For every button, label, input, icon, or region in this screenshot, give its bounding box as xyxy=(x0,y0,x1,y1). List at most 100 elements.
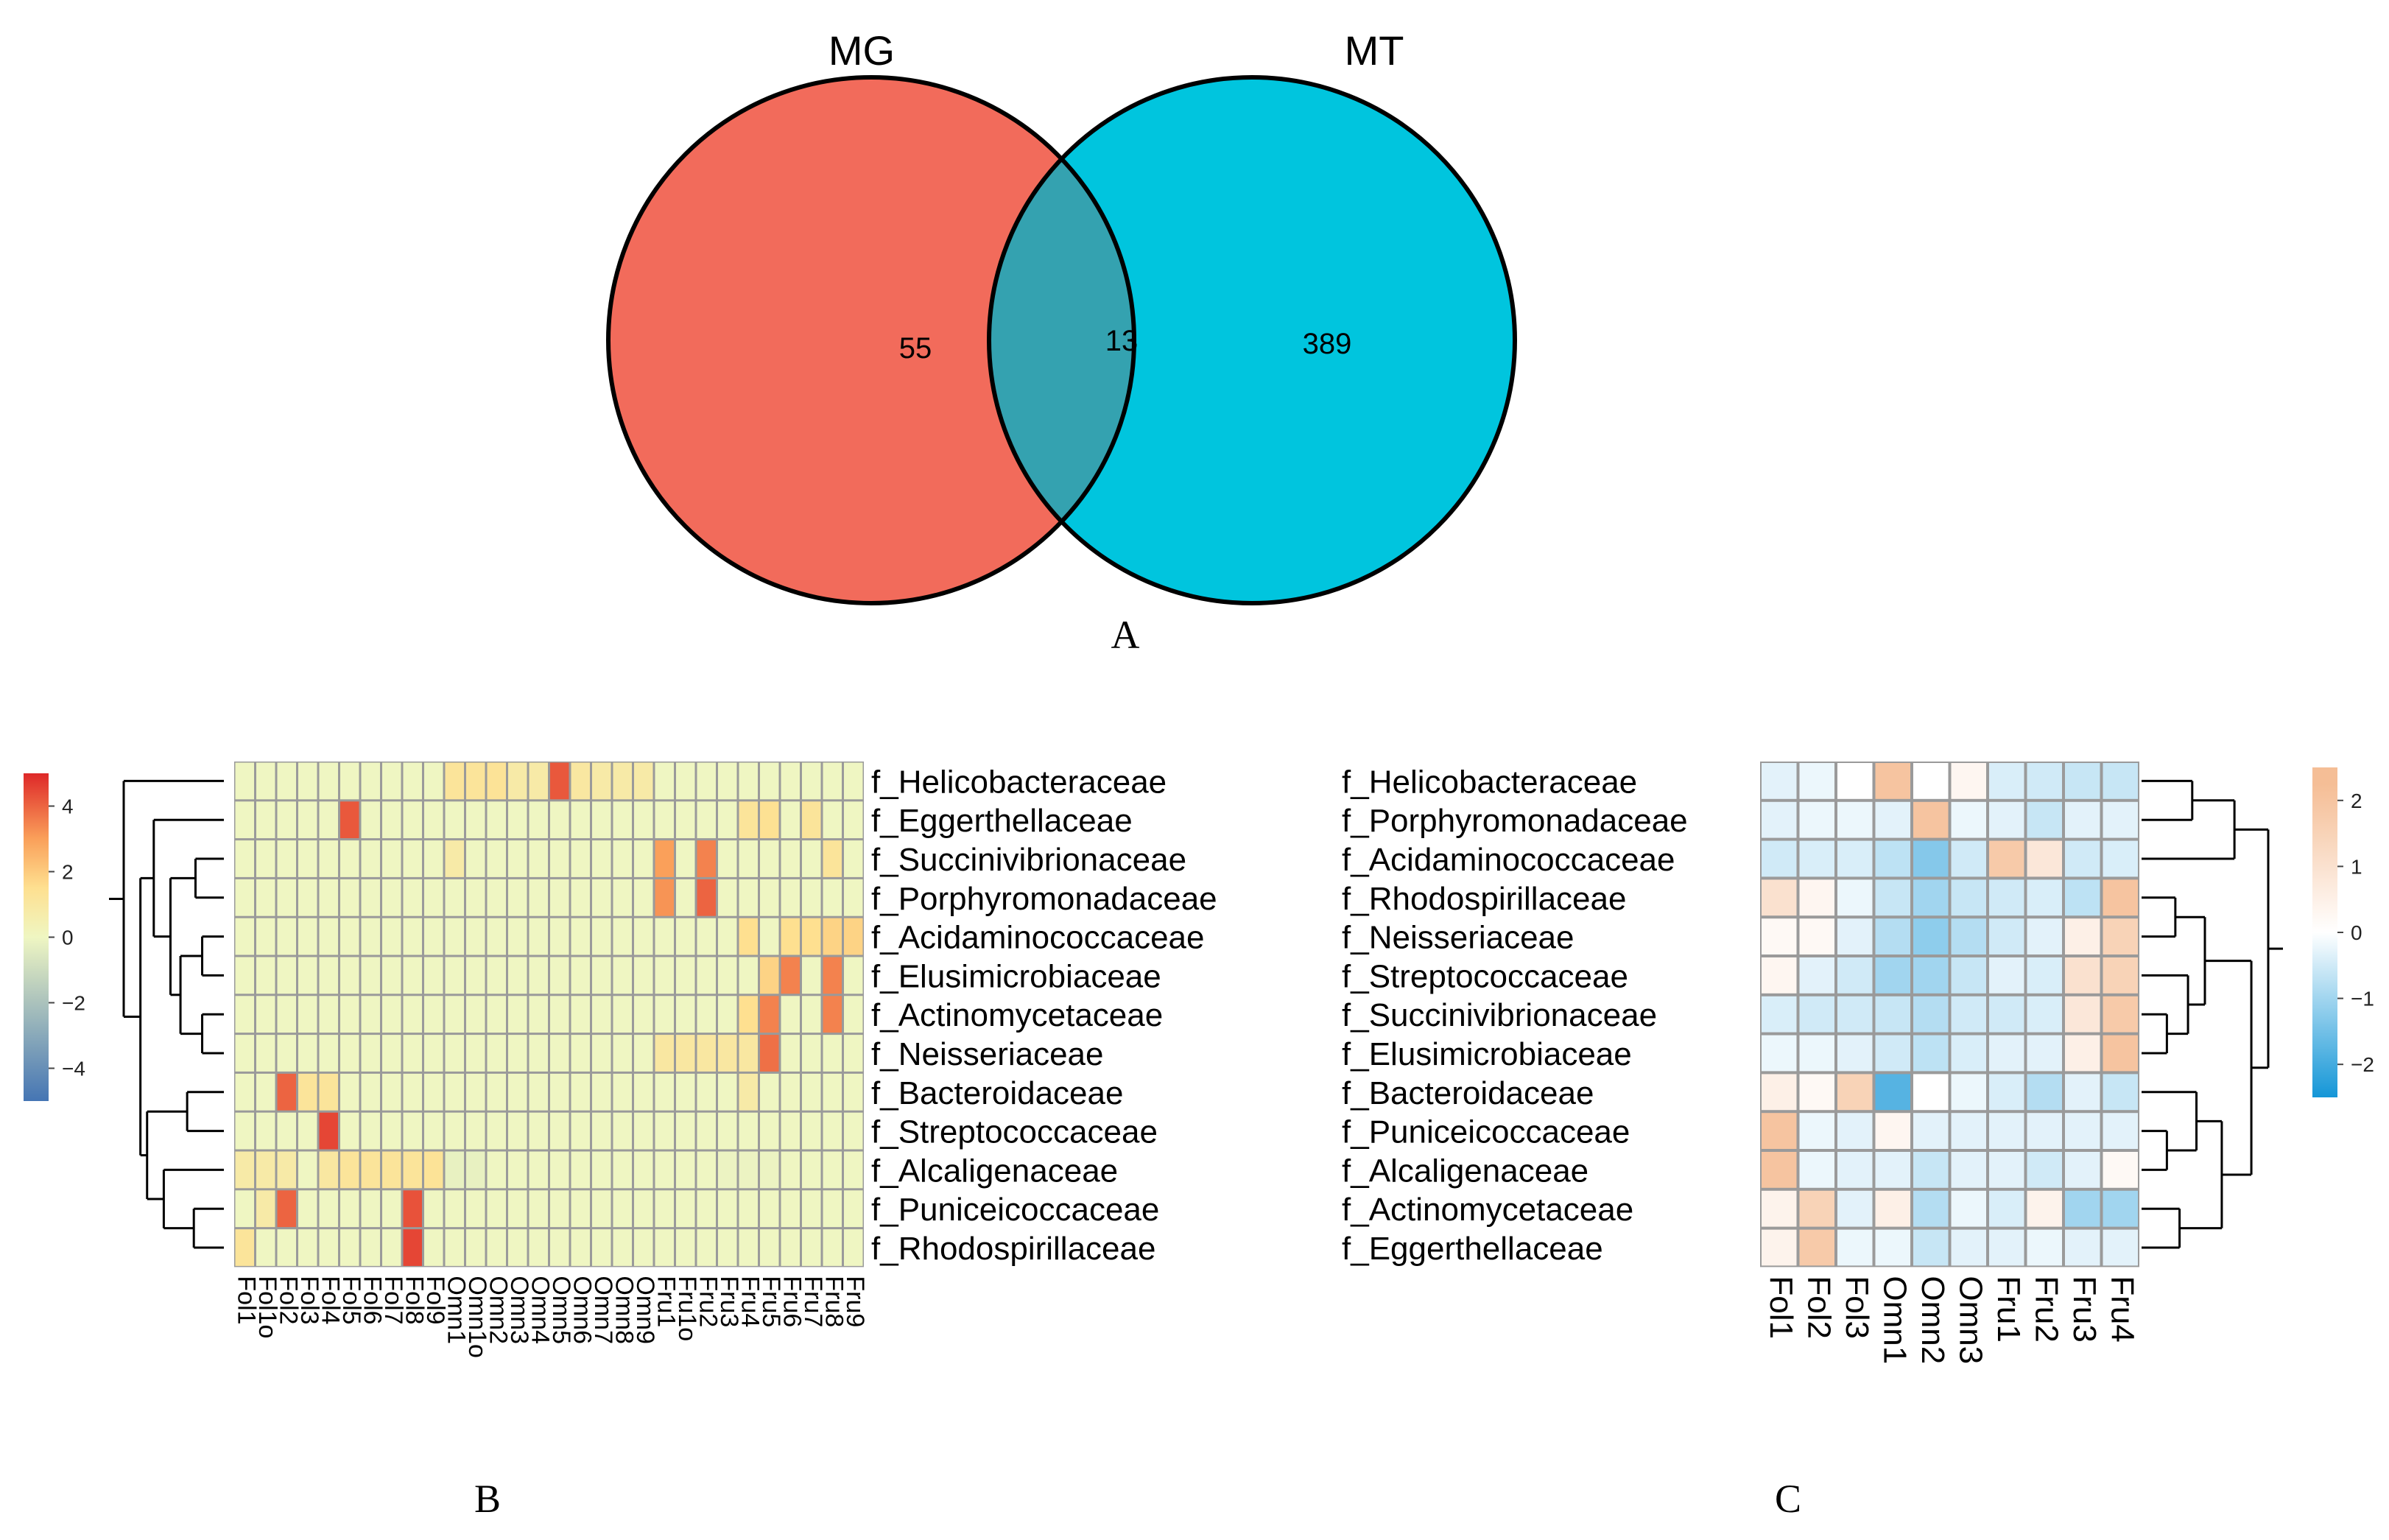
heatmap-b-row-label: f_Puniceicoccaceae xyxy=(871,1192,1159,1228)
heatmap-b-cell xyxy=(676,1112,695,1150)
heatmap-c-cell xyxy=(2103,1035,2138,1072)
heatmap-b-cell xyxy=(487,1073,506,1111)
heatmap-c-cell xyxy=(1951,1035,1986,1072)
heatmap-b-cell xyxy=(424,1151,443,1189)
heatmap-b-row-label: f_Porphyromonadaceae xyxy=(871,881,1217,917)
heatmap-b-cell xyxy=(466,918,485,955)
heatmap-b-cell xyxy=(277,1151,296,1189)
heatmap-b-cell xyxy=(655,1073,674,1111)
heatmap-c-cell xyxy=(2027,801,2062,838)
heatmap-b-cell xyxy=(487,1229,506,1266)
heatmap-c-cell xyxy=(2103,957,2138,994)
heatmap-b-cell xyxy=(550,1190,569,1228)
heatmap-b-cell xyxy=(613,996,632,1033)
heatmap-b-col-label: Fru5 xyxy=(757,1276,785,1327)
heatmap-c-cell xyxy=(2065,840,2100,877)
heatmap-c-cell xyxy=(1799,1190,1834,1227)
heatmap-b-col-label: Omn7 xyxy=(589,1276,617,1344)
heatmap-c-row-label: f_Neisseriaceae xyxy=(1342,920,1575,956)
heatmap-b-cell xyxy=(403,918,422,955)
heatmap-b-row-label: f_Actinomycetaceae xyxy=(871,997,1163,1033)
heatmap-b-cell xyxy=(592,762,611,800)
heatmap-b-cell xyxy=(256,1035,275,1072)
heatmap-b-cell xyxy=(613,801,632,839)
heatmap-c-cell xyxy=(1762,957,1797,994)
heatmap-b-col-label: Fol4 xyxy=(316,1276,344,1324)
heatmap-c-cell xyxy=(2065,957,2100,994)
heatmap-b-cell xyxy=(823,918,842,955)
heatmap-b-cell xyxy=(277,996,296,1033)
heatmap-c-row-label: f_Alcaligenaceae xyxy=(1342,1153,1588,1189)
heatmap-c-cell xyxy=(2103,1152,2138,1188)
heatmap-b-cell xyxy=(361,840,380,877)
heatmap-b-col-label: Fru8 xyxy=(820,1276,848,1327)
heatmap-b-cell xyxy=(319,1190,338,1228)
heatmap-b-cell xyxy=(676,1190,695,1228)
heatmap-b-cell xyxy=(760,1151,779,1189)
heatmap-c-cell xyxy=(1951,1074,1986,1111)
heatmap-b-cell xyxy=(802,762,821,800)
heatmap-b-col-label: Omn5 xyxy=(547,1276,575,1344)
heatmap-b-cell xyxy=(256,996,275,1033)
heatmap-c-cell xyxy=(1837,1152,1873,1188)
heatmap-b-cell xyxy=(508,1190,527,1228)
heatmap-b-cell xyxy=(466,1073,485,1111)
heatmap-b-cell xyxy=(760,879,779,916)
heatmap-b-cell xyxy=(466,801,485,839)
heatmap-c-cell xyxy=(1951,763,1986,799)
heatmap-c-cell xyxy=(1875,840,1910,877)
heatmap-b-cell xyxy=(466,1112,485,1150)
heatmap-b-cell xyxy=(592,840,611,877)
heatmap-b-cell xyxy=(697,879,716,916)
heatmap-c-cell xyxy=(2027,996,2062,1033)
heatmap-c-cell xyxy=(2027,1152,2062,1188)
heatmap-b-cell xyxy=(781,957,800,994)
heatmap-b-cell xyxy=(802,879,821,916)
heatmap-b-cell xyxy=(277,1229,296,1266)
heatmap-b-cell xyxy=(424,1112,443,1150)
heatmap-c-cell xyxy=(1875,1074,1910,1111)
heatmap-b-cell xyxy=(424,1073,443,1111)
heatmap-b-cell xyxy=(445,879,464,916)
heatmap-c-cell xyxy=(1762,996,1797,1033)
heatmap-b-col-label: Fru4 xyxy=(736,1276,764,1327)
heatmap-b-cell xyxy=(382,801,401,839)
heatmap-b-cell xyxy=(466,762,485,800)
heatmap-b-row-label: f_Elusimicrobiaceae xyxy=(871,958,1161,994)
heatmap-b-cell xyxy=(676,996,695,1033)
heatmap-b-cell xyxy=(634,996,653,1033)
heatmap-c-cell xyxy=(1837,1074,1873,1111)
heatmap-b-cell xyxy=(487,1112,506,1150)
heatmap-b-cell xyxy=(277,918,296,955)
heatmap-b-cell xyxy=(760,801,779,839)
heatmap-b-cell xyxy=(802,840,821,877)
heatmap-c-cell xyxy=(1799,763,1834,799)
heatmap-b-cell xyxy=(508,1073,527,1111)
heatmap-b-cell xyxy=(823,801,842,839)
heatmap-c-cell xyxy=(1762,840,1797,877)
heatmap-c-cell xyxy=(1762,763,1797,799)
heatmap-c-row-label: f_Porphyromonadaceae xyxy=(1342,803,1688,839)
heatmap-c-row-label: f_Succinivibrionaceae xyxy=(1342,997,1657,1033)
heatmap-b-cell xyxy=(235,957,254,994)
heatmap-c-col-label: Fol3 xyxy=(1839,1276,1875,1339)
heatmap-b-cell xyxy=(319,918,338,955)
heatmap-b-cell xyxy=(340,1112,359,1150)
heatmap-b-cell xyxy=(466,879,485,916)
heatmap-c-legend-bar xyxy=(2312,767,2337,1097)
heatmap-c-cell xyxy=(1913,1113,1949,1149)
heatmap-b-cell xyxy=(529,1073,548,1111)
heatmap-b-cell xyxy=(592,879,611,916)
heatmap-b-cell xyxy=(550,1035,569,1072)
heatmap-c-legend-tick-label: 0 xyxy=(2351,921,2362,944)
heatmap-b-cell xyxy=(508,1151,527,1189)
heatmap-c-cell xyxy=(1837,879,1873,916)
heatmap-b-cell xyxy=(718,1073,737,1111)
heatmap-b-cell xyxy=(550,1073,569,1111)
heatmap-b-cell xyxy=(718,1112,737,1150)
heatmap-c-cell xyxy=(1799,1229,1834,1266)
heatmap-c-cell xyxy=(2103,1190,2138,1227)
heatmap-b-cell xyxy=(571,1151,590,1189)
heatmap-b-cell xyxy=(823,879,842,916)
heatmap-b-cell xyxy=(592,1229,611,1266)
